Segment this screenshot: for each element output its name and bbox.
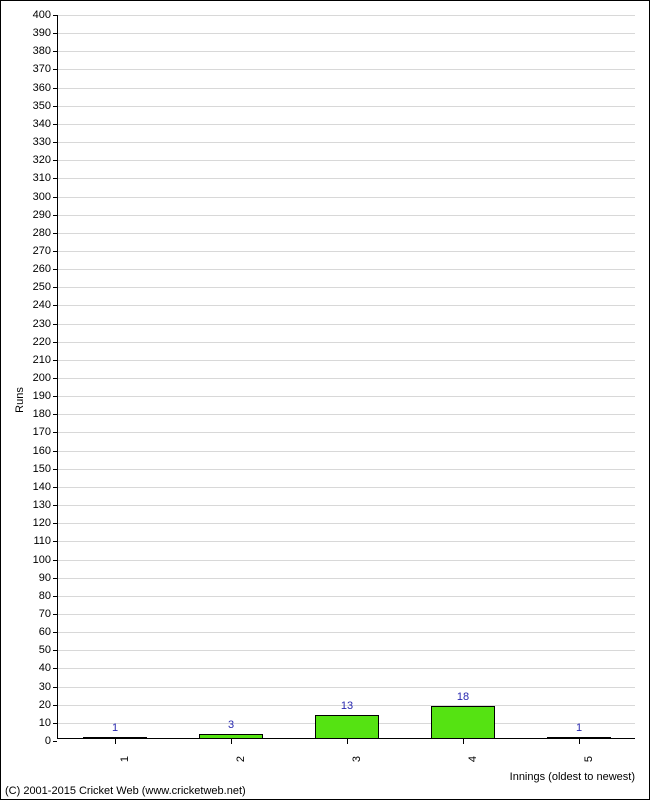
x-tick-label: 5 [583, 756, 595, 762]
x-tick-mark [463, 739, 464, 744]
chart-frame: Runs 01020304050607080901001101201301401… [0, 0, 650, 800]
y-tick-label: 110 [21, 535, 51, 547]
bar-value-label: 1 [576, 722, 582, 734]
y-tick-label: 10 [21, 717, 51, 729]
bar [431, 706, 496, 739]
y-tick-label: 20 [21, 699, 51, 711]
y-tick-label: 100 [21, 554, 51, 566]
y-tick-label: 260 [21, 263, 51, 275]
y-tick-label: 50 [21, 644, 51, 656]
x-tick-mark [115, 739, 116, 744]
x-axis-label: Innings (oldest to newest) [510, 771, 635, 783]
y-tick-label: 270 [21, 245, 51, 257]
bar-value-label: 13 [341, 700, 353, 712]
y-tick-label: 400 [21, 9, 51, 21]
y-tick-label: 120 [21, 517, 51, 529]
bar-value-label: 1 [112, 722, 118, 734]
y-tick-label: 190 [21, 390, 51, 402]
y-tick-label: 360 [21, 82, 51, 94]
y-tick-label: 90 [21, 572, 51, 584]
y-tick-label: 350 [21, 100, 51, 112]
x-tick-mark [579, 739, 580, 744]
y-tick-label: 80 [21, 590, 51, 602]
y-tick-label: 380 [21, 45, 51, 57]
y-tick-label: 160 [21, 445, 51, 457]
x-tick-label: 2 [235, 756, 247, 762]
x-tick-mark [231, 739, 232, 744]
y-tick-label: 210 [21, 354, 51, 366]
y-tick-label: 0 [21, 735, 51, 747]
y-tick-label: 320 [21, 154, 51, 166]
y-tick-label: 280 [21, 227, 51, 239]
bar-value-label: 3 [228, 719, 234, 731]
y-tick-label: 140 [21, 481, 51, 493]
copyright-text: (C) 2001-2015 Cricket Web (www.cricketwe… [5, 785, 246, 797]
y-tick-label: 240 [21, 299, 51, 311]
y-tick-label: 310 [21, 172, 51, 184]
y-tick-label: 130 [21, 499, 51, 511]
y-tick-label: 200 [21, 372, 51, 384]
y-tick-label: 370 [21, 63, 51, 75]
y-tick-label: 300 [21, 191, 51, 203]
y-tick-mark [53, 741, 57, 742]
y-tick-label: 30 [21, 681, 51, 693]
y-tick-label: 150 [21, 463, 51, 475]
y-tick-label: 390 [21, 27, 51, 39]
y-tick-label: 70 [21, 608, 51, 620]
x-tick-mark [347, 739, 348, 744]
x-tick-label: 1 [119, 756, 131, 762]
plot-area: 1313181 [57, 15, 635, 739]
bar [315, 715, 380, 739]
y-tick-label: 330 [21, 136, 51, 148]
x-tick-label: 3 [351, 756, 363, 762]
y-tick-label: 180 [21, 408, 51, 420]
y-tick-label: 340 [21, 118, 51, 130]
y-tick-label: 290 [21, 209, 51, 221]
y-tick-label: 60 [21, 626, 51, 638]
y-tick-label: 40 [21, 662, 51, 674]
y-tick-label: 170 [21, 426, 51, 438]
bar-value-label: 18 [457, 691, 469, 703]
y-tick-label: 230 [21, 318, 51, 330]
y-tick-label: 220 [21, 336, 51, 348]
x-tick-label: 4 [467, 756, 479, 762]
y-tick-label: 250 [21, 281, 51, 293]
